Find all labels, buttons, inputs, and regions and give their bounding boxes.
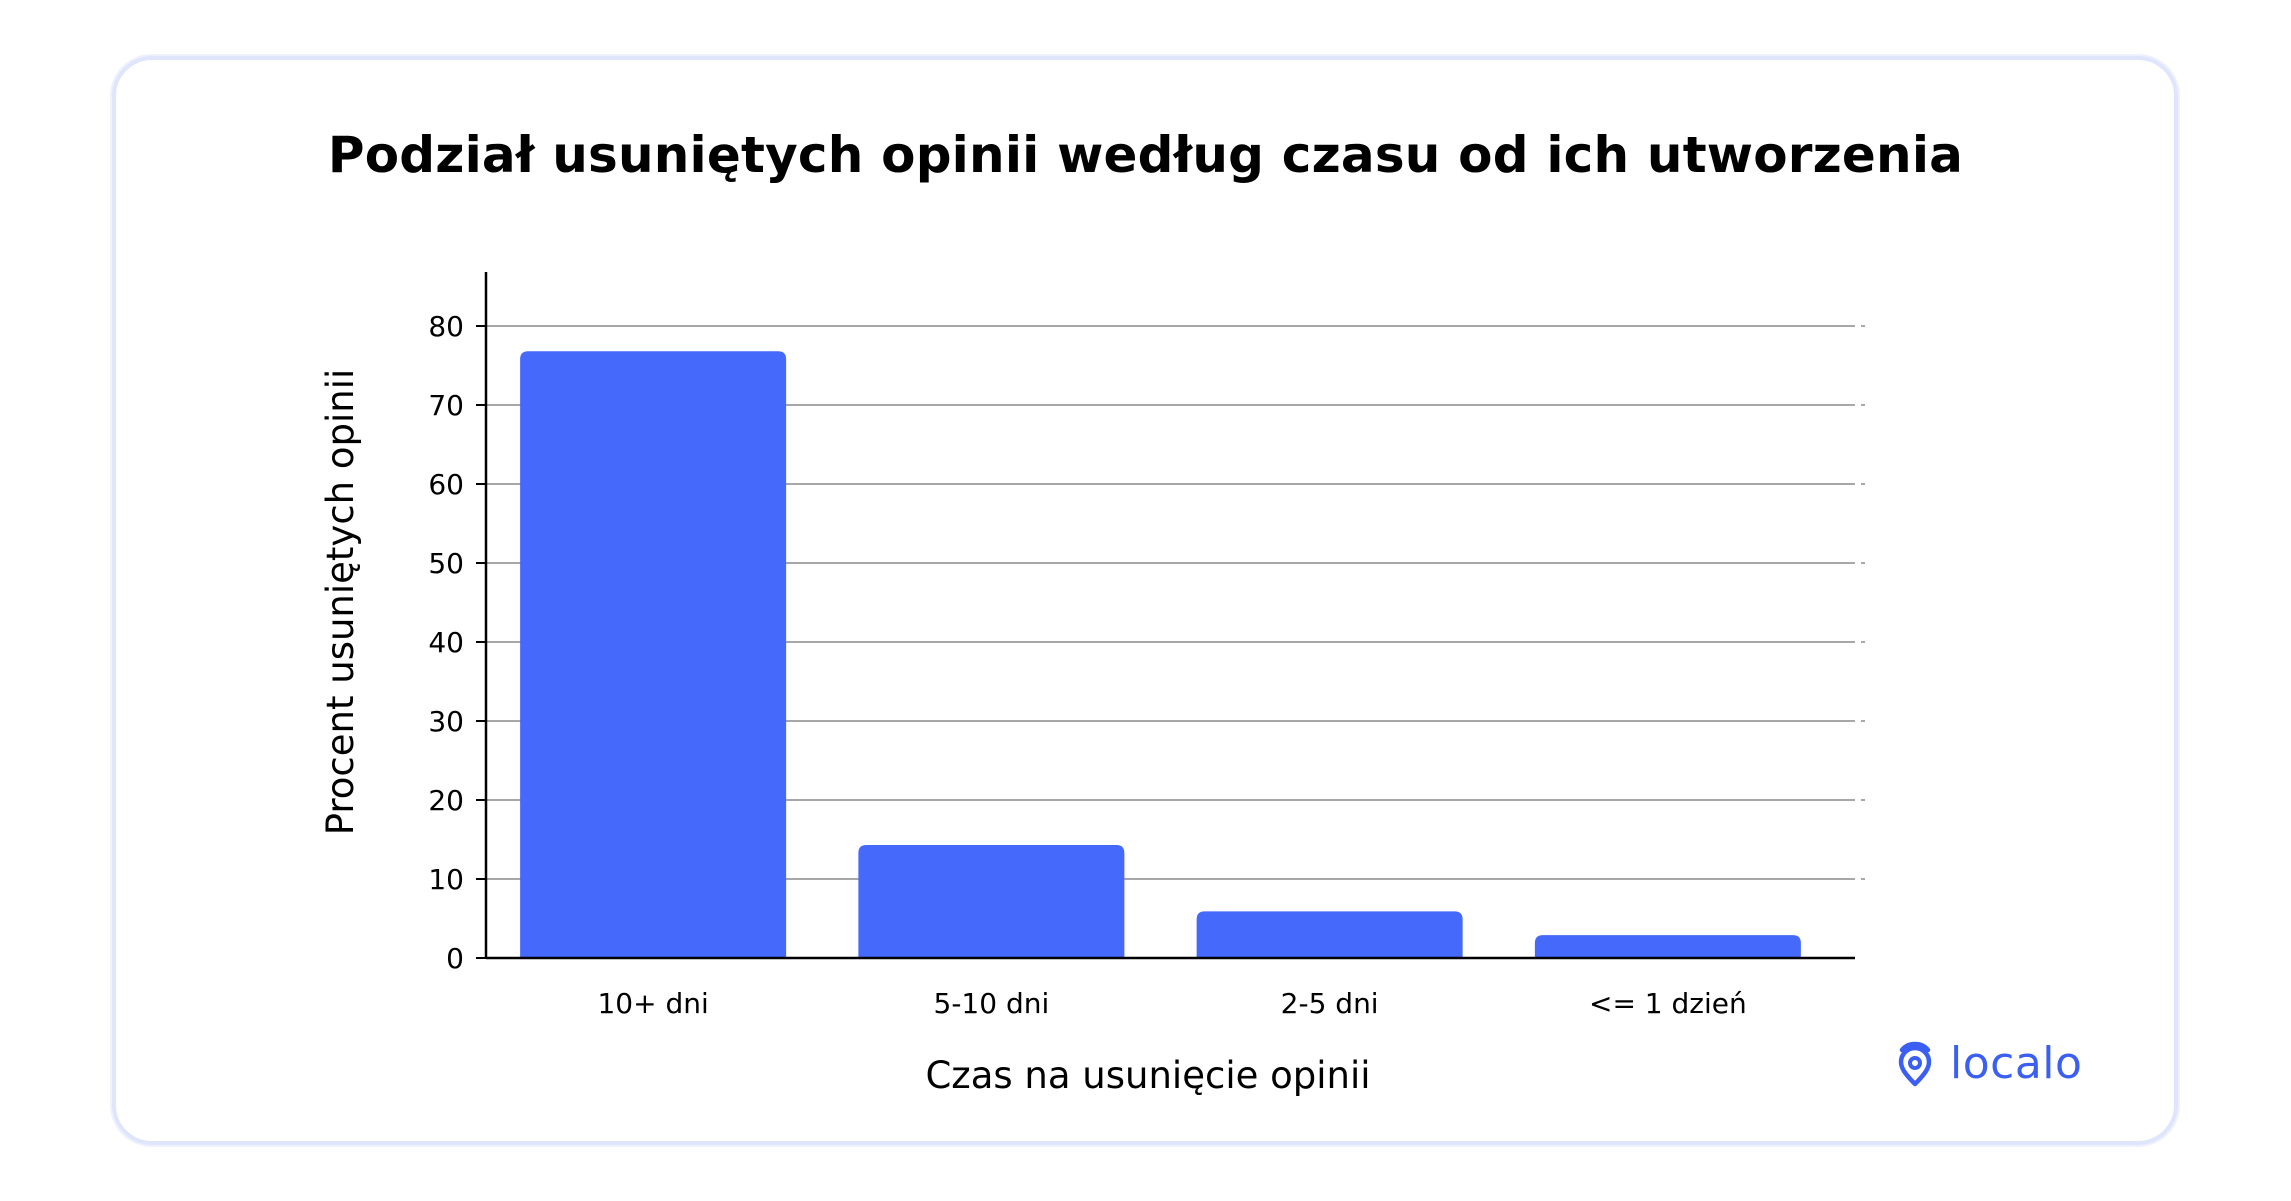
bar: [1534, 935, 1801, 958]
x-tick-label: 10+ dni: [597, 987, 708, 1020]
bar: [520, 351, 787, 958]
y-tick-label: 20: [428, 784, 464, 817]
brand-name: localo: [1950, 1037, 2083, 1089]
y-tick-label: 60: [428, 468, 464, 501]
y-axis-title: Procent usuniętych opinii: [319, 369, 362, 836]
x-tick-label: 2-5 dni: [1281, 987, 1379, 1020]
location-pin-icon: [1898, 1041, 1932, 1087]
chart-title: Podział usuniętych opinii według czasu o…: [327, 126, 1964, 184]
y-tick-label: 50: [428, 547, 464, 580]
y-tick-label: 30: [428, 705, 464, 738]
y-tick-label: 40: [428, 626, 464, 659]
y-tick-label: 0: [446, 942, 464, 975]
y-tick-label: 80: [428, 310, 464, 343]
x-tick-label: 5-10 dni: [934, 987, 1050, 1020]
localo-logo: localo: [1888, 1033, 2082, 1093]
bar: [858, 845, 1125, 958]
x-axis-title: Czas na usunięcie opinii: [925, 1054, 1370, 1097]
x-tick-label: <= 1 dzień: [1589, 987, 1747, 1020]
chart-card: [112, 56, 2178, 1145]
y-tick-label: 10: [428, 863, 464, 896]
y-tick-label: 70: [428, 389, 464, 422]
bar: [1196, 911, 1463, 958]
